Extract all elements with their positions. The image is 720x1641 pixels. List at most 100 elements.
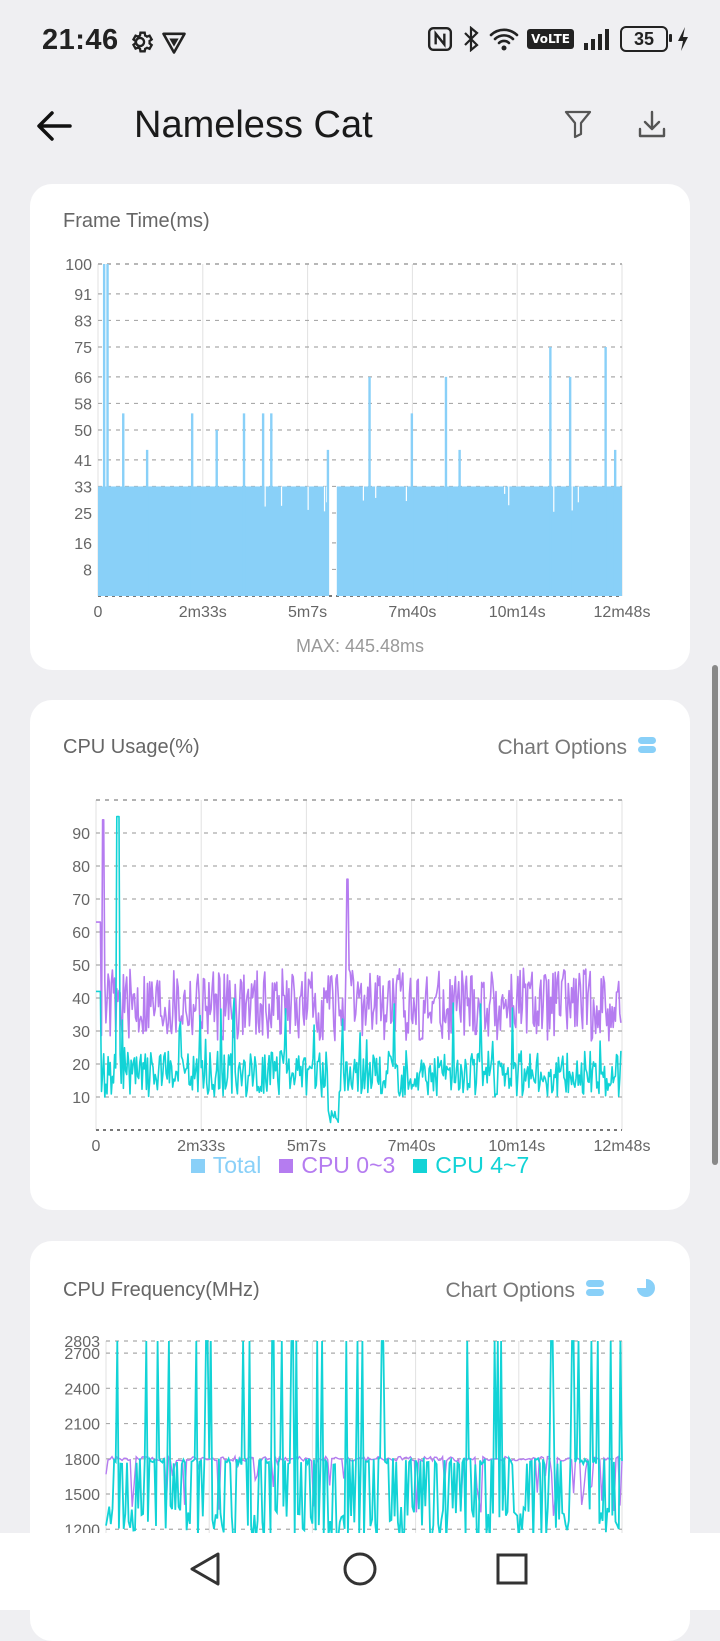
legend-item[interactable]: Total: [190, 1152, 262, 1179]
signal-icon: [582, 27, 612, 51]
chart-layers-icon: [637, 735, 657, 761]
frame-time-chart: 0 2m33s 5m7s 7m40s 10m14s 12m48s 8 16 25 33 41 50 58…: [65, 257, 651, 621]
cpu-usage-x-tick-label: 7m40s: [388, 1138, 436, 1155]
nav-home-icon: [342, 1551, 378, 1592]
status-bar: 21:46 VoLTE 35: [0, 0, 720, 84]
download-button[interactable]: [632, 104, 672, 148]
vpn-shield-icon: [160, 28, 188, 56]
cpu-frequency-series-line: [105, 1340, 623, 1542]
frame-time-y-tick-label: 83: [74, 313, 92, 330]
legend-label: Total: [212, 1152, 262, 1178]
cpu-usage-title: CPU Usage(%): [63, 736, 200, 758]
max-frame-time-label: MAX: 445.48ms: [295, 636, 425, 656]
cpu-frequency-y-tick-label: 1800: [64, 1452, 100, 1469]
cpu-usage-y-tick-label: 90: [72, 826, 90, 843]
back-arrow-icon: [36, 110, 72, 147]
frame-time-x-tick-label: 7m40s: [388, 604, 436, 621]
nav-back-button[interactable]: [183, 1549, 227, 1593]
frame-time-y-tick-label: 33: [74, 479, 92, 496]
frame-time-y-tick-label: 75: [74, 340, 92, 357]
cpu-frequency-y-tick-label: 2700: [64, 1346, 100, 1363]
cpu-usage-chart-options[interactable]: Chart Options: [497, 735, 657, 761]
bluetooth-icon: [461, 26, 481, 52]
cpu-usage-x-tick-label: 10m14s: [488, 1138, 545, 1155]
nfc-icon: [427, 26, 453, 52]
battery-level: 35: [633, 28, 655, 49]
frame-time-y-tick-label: 91: [74, 287, 92, 304]
chart-options-label: Chart Options: [497, 736, 627, 759]
cpu-usage-y-tick-label: 20: [72, 1057, 90, 1074]
filter-button[interactable]: [558, 104, 598, 148]
chart-layers-icon: [585, 1278, 605, 1304]
status-left-icons: [126, 28, 188, 56]
cpu-usage-y-tick-label: 80: [72, 859, 90, 876]
cpu-usage-y-tick-label: 10: [72, 1090, 90, 1107]
chart-options-label: Chart Options: [445, 1279, 575, 1302]
legend-swatch: [413, 1158, 428, 1173]
cpu-frequency-y-tick-label: 2803: [64, 1334, 100, 1351]
charging-icon: [676, 26, 690, 52]
nav-recents-icon: [495, 1552, 529, 1591]
cpu-frequency-y-tick-label: 2100: [64, 1417, 100, 1434]
cpu-usage-series-line: [96, 815, 622, 1124]
frame-time-area: [336, 486, 622, 596]
page-title: Nameless Cat: [134, 104, 373, 146]
frame-time-y-tick-label: 58: [74, 396, 92, 413]
frame-time-card: Frame Time(ms) 0 2m33s 5m7s 7m40s 10m14s 12m4…: [30, 184, 690, 670]
app-bar: Nameless Cat: [0, 84, 720, 180]
frame-time-y-tick-label: 100: [65, 257, 92, 274]
cpu-usage-y-tick-label: 40: [72, 991, 90, 1008]
frame-time-y-tick-label: 41: [74, 453, 92, 470]
cpu-usage-card: CPU Usage(%) Chart Options 0 2m33s 5m7s 7m4…: [30, 700, 690, 1210]
frame-time-x-tick-label: 5m7s: [288, 604, 327, 621]
legend-label: CPU 4~7: [435, 1152, 530, 1178]
scrollbar[interactable]: [712, 665, 718, 1165]
download-icon: [637, 109, 667, 144]
cpu-usage-x-tick-label: 2m33s: [177, 1138, 225, 1155]
nav-recents-button[interactable]: [490, 1549, 534, 1593]
legend-swatch: [279, 1158, 294, 1173]
cpu-frequency-y-tick-label: 1500: [64, 1487, 100, 1504]
frame-time-y-tick-label: 25: [74, 506, 92, 523]
cpu-usage-y-tick-label: 50: [72, 958, 90, 975]
wifi-icon: [489, 26, 519, 52]
back-button[interactable]: [30, 104, 78, 152]
legend-label: CPU 0~3: [301, 1152, 396, 1178]
frame-time-y-tick-label: 50: [74, 423, 92, 440]
cpu-usage-x-tick-label: 5m7s: [287, 1138, 326, 1155]
cpu-usage-series-line: [96, 819, 622, 1042]
nav-home-button[interactable]: [338, 1549, 382, 1593]
nav-back-icon: [188, 1551, 222, 1592]
frame-time-y-tick-label: 16: [74, 536, 92, 553]
cpu-usage-legend: Total CPU 0~3 CPU 4~7: [30, 1152, 690, 1179]
status-time: 21:46: [42, 24, 119, 56]
frame-time-x-tick-label: 12m48s: [594, 604, 651, 621]
volte-icon: VoLTE: [527, 29, 574, 49]
cpu-frequency-title: CPU Frequency(MHz): [63, 1279, 260, 1301]
cpu-usage-y-tick-label: 70: [72, 892, 90, 909]
cpu-frequency-y-tick-label: 2400: [64, 1381, 100, 1398]
frame-time-x-tick-label: 10m14s: [489, 604, 546, 621]
legend-swatch: [190, 1158, 205, 1173]
frame-time-y-tick-label: 66: [74, 370, 92, 387]
pie-chart-icon[interactable]: [635, 1277, 657, 1305]
frame-time-title: Frame Time(ms): [63, 210, 210, 232]
frame-time-x-tick-label: 0: [94, 604, 103, 621]
filter-icon: [564, 109, 592, 144]
legend-item[interactable]: CPU 0~3: [279, 1152, 395, 1179]
cpu-usage-y-tick-label: 30: [72, 1024, 90, 1041]
system-nav-bar: [0, 1533, 720, 1610]
cpu-frequency-chart-options[interactable]: Chart Options: [445, 1277, 657, 1305]
settings-icon: [126, 28, 154, 56]
cpu-usage-x-tick-label: 12m48s: [594, 1138, 651, 1155]
status-right-icons: VoLTE 35: [427, 26, 690, 52]
frame-time-area: [98, 486, 329, 596]
cpu-usage-chart: 0 2m33s 5m7s 7m40s 10m14s 12m48s 10 20 30 40 50 60 7…: [72, 799, 651, 1155]
frame-time-x-tick-label: 2m33s: [179, 604, 227, 621]
battery-icon: 35: [620, 26, 672, 52]
cpu-usage-y-tick-label: 60: [72, 925, 90, 942]
legend-item[interactable]: CPU 4~7: [413, 1152, 529, 1179]
frame-time-y-tick-label: 8: [83, 562, 92, 579]
cpu-usage-x-tick-label: 0: [92, 1138, 101, 1155]
